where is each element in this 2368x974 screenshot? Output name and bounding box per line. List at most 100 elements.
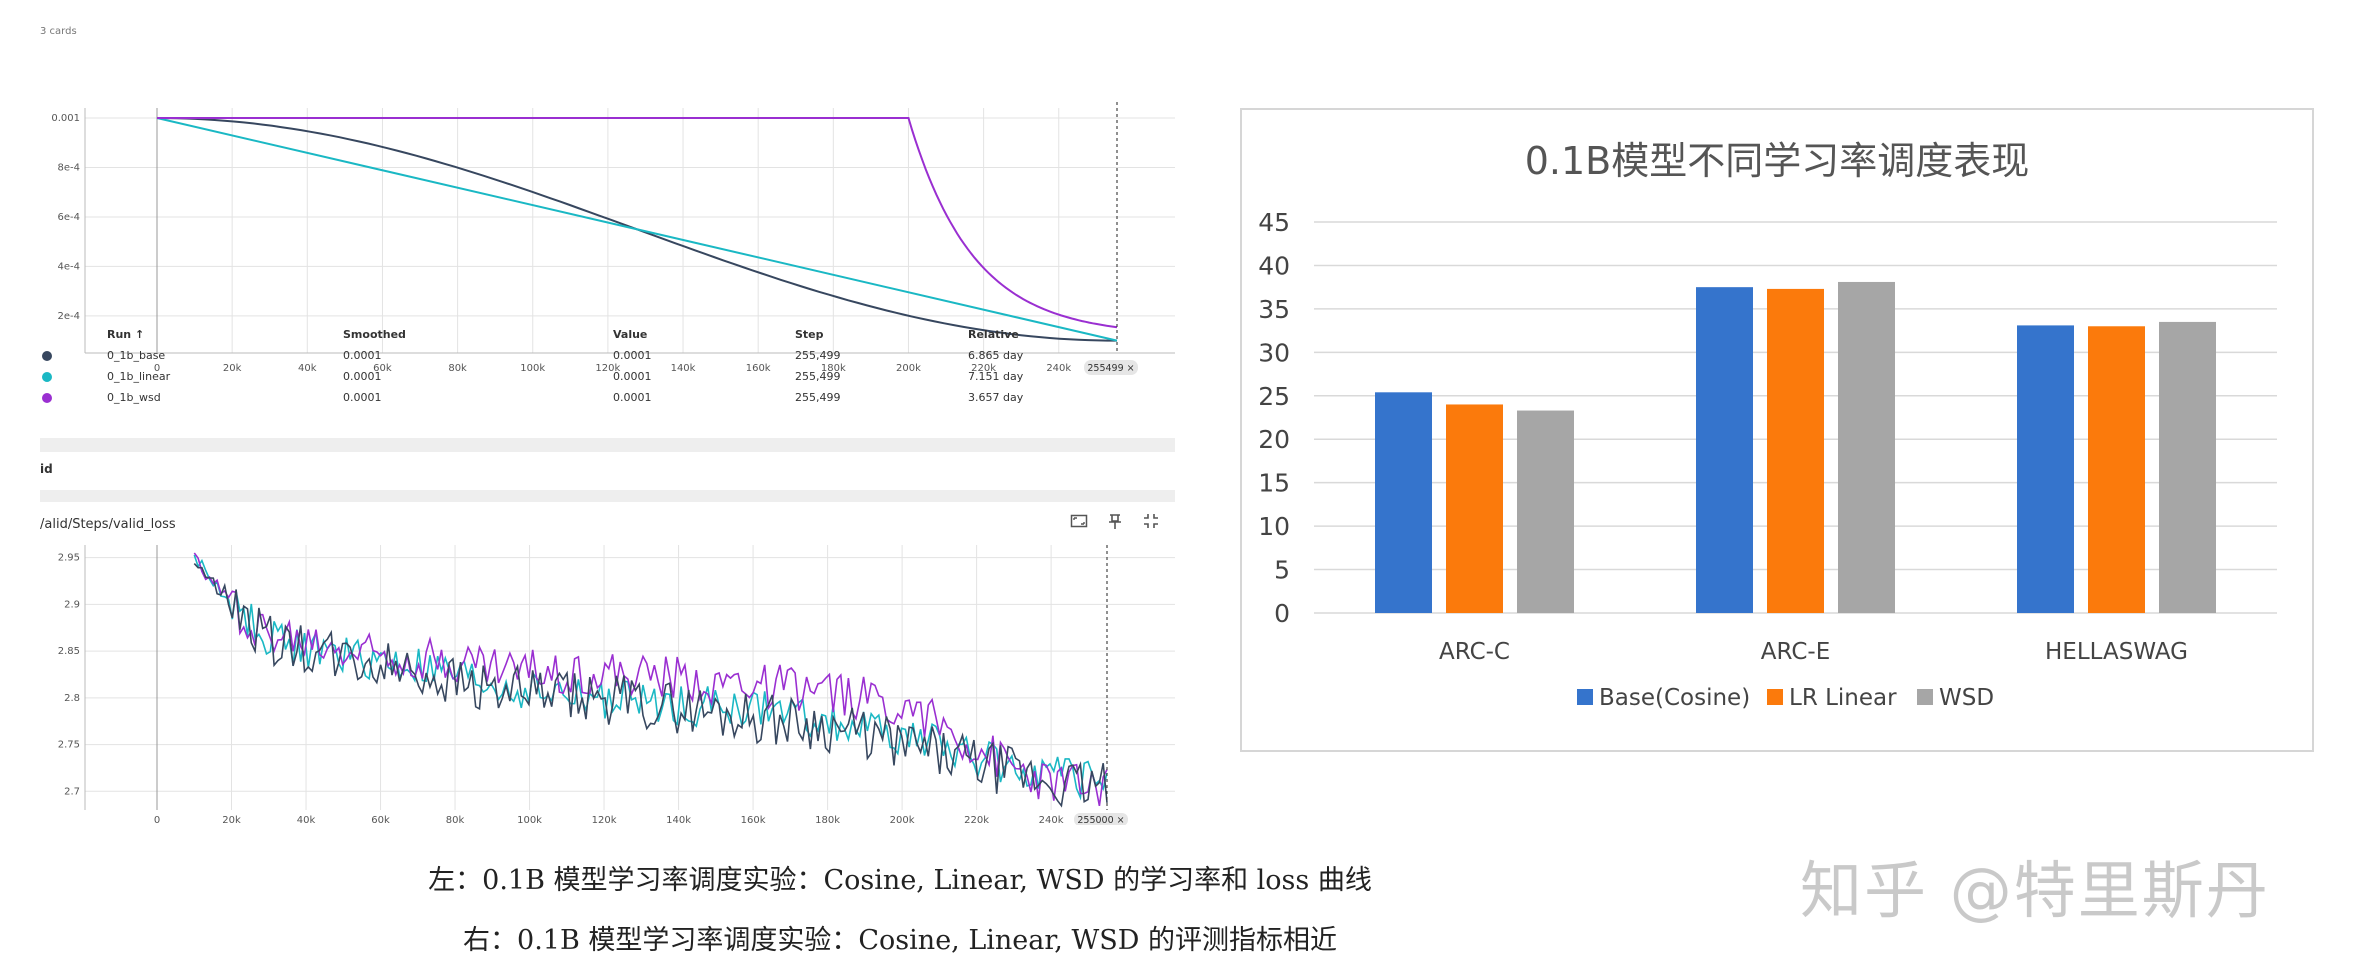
x-tick-label: 80k (446, 815, 465, 825)
pin-icon[interactable] (1104, 512, 1126, 534)
y-tick-label: 2.75 (58, 740, 80, 751)
lr-chart: 0 20k 40k 60k 80k 100k 120k 140k 160k 180k 200k 220… (51, 102, 1175, 375)
loss-panel-title: /alid/Steps/valid_loss (40, 517, 176, 532)
table-cell: 255,499 (795, 349, 841, 362)
cursor-label: 255000 × (1077, 815, 1124, 825)
x-tick-label: 20k (223, 363, 242, 374)
column-header: Smoothed (343, 328, 406, 341)
y-tick-label: 2.7 (64, 786, 80, 797)
y-tick-label: 4e-4 (58, 261, 81, 272)
legend-swatch (1767, 689, 1783, 705)
y-tick-label: 25 (1258, 382, 1290, 411)
table-cell: 0_1b_wsd (107, 391, 161, 404)
x-tick-label: 40k (297, 815, 316, 825)
y-tick-label: 8e-4 (58, 162, 81, 173)
bar-chart-title: 0.1B模型不同学习率调度表现 (1524, 139, 2030, 183)
x-tick-label: 220k (971, 363, 996, 374)
x-tick-label: 220k (964, 815, 989, 825)
x-tick-label: 80k (448, 363, 467, 374)
bar-ARC-C-Base(Cosine) (1375, 392, 1432, 613)
caption-left: 左：0.1B 模型学习率调度实验：Cosine, Linear, WSD 的学习… (428, 865, 1372, 896)
x-tick-label: 60k (371, 815, 390, 825)
series-line-0_1b_linear (156, 117, 1118, 342)
series-line-0_1b_linear (193, 554, 1108, 801)
x-tick-label: 0 (154, 815, 160, 825)
table-row[interactable]: 0_1b_base 0.0001 0.0001 255,499 6.865 day (40, 349, 1175, 367)
x-tick-label: 200k (890, 815, 915, 825)
section-header[interactable]: id (40, 462, 53, 476)
bar-ARC-C-LR Linear (1446, 404, 1503, 613)
column-header: Value (613, 328, 648, 341)
table-cell: 255,499 (795, 370, 841, 383)
x-tick-label: 180k (815, 815, 840, 825)
column-header[interactable]: Run ↑ (107, 328, 145, 341)
y-tick-label: 6e-4 (58, 212, 81, 223)
x-tick-label: 160k (741, 815, 766, 825)
y-tick-label: 45 (1258, 208, 1290, 237)
legend-label: LR Linear (1789, 685, 1897, 711)
x-tick-label: 240k (1039, 815, 1064, 825)
y-tick-label: 35 (1258, 295, 1290, 324)
bar-ARC-E-WSD (1838, 281, 1895, 613)
legend-label: WSD (1939, 685, 1994, 711)
series-line-0_1b_wsd (157, 117, 1118, 329)
bar-ARC-C-WSD (1517, 410, 1574, 613)
bar-ARC-E-LR Linear (1767, 288, 1824, 613)
column-header: Relative (968, 328, 1019, 341)
y-tick-label: 15 (1258, 469, 1290, 498)
watermark: 知乎 @特里斯丹 (1800, 854, 2270, 927)
table-cell: 0.0001 (613, 349, 652, 362)
x-tick-label: 200k (896, 363, 921, 374)
table-cell: 0.0001 (343, 370, 382, 383)
table-header: Run ↑ Smoothed Value Step Relative (40, 328, 1175, 346)
table-cell: 3.657 day (968, 391, 1024, 404)
legend-label: Base(Cosine) (1599, 685, 1750, 711)
y-tick-label: 5 (1274, 556, 1290, 585)
run-color-dot (42, 372, 52, 382)
y-tick-label: 2.8 (64, 693, 80, 704)
cursor-badge (1084, 360, 1138, 375)
legend-swatch (1917, 689, 1933, 705)
bar-HELLASWAG-LR Linear (2088, 326, 2145, 613)
y-tick-label: 2.95 (58, 553, 80, 564)
y-tick-label: 2e-4 (58, 311, 81, 322)
table-cell: 255,499 (795, 391, 841, 404)
card-count-label: 3 cards (40, 26, 77, 37)
category-label: ARC-E (1761, 639, 1830, 665)
run-color-dot (42, 351, 52, 361)
loss-chart: 0 20k 40k 60k 80k 100k 120k 140k 160k 180k 200k 220… (58, 545, 1175, 825)
bar-chart: 0 5 10 15 20 25 30 35 40 45 ARC-C ARC-E HELLASWAG Bas… (1258, 208, 2277, 711)
table-row[interactable]: 0_1b_wsd 0.0001 0.0001 255,499 3.657 day (40, 391, 1175, 409)
x-tick-label: 140k (671, 363, 696, 374)
table-cell: 7.151 day (968, 370, 1024, 383)
x-tick-label: 20k (222, 815, 241, 825)
cursor-label: 255499 × (1087, 363, 1134, 374)
table-row[interactable]: 0_1b_linear 0.0001 0.0001 255,499 7.151 day (40, 370, 1175, 388)
table-cell: 0_1b_base (107, 349, 166, 362)
y-tick-label: 2.85 (58, 646, 80, 657)
x-tick-label: 240k (1046, 363, 1071, 374)
y-tick-label: 0 (1274, 599, 1290, 628)
x-tick-label: 100k (517, 815, 542, 825)
caption-right: 右：0.1B 模型学习率调度实验：Cosine, Linear, WSD 的评测… (463, 925, 1337, 956)
bar-HELLASWAG-WSD (2159, 321, 2216, 613)
y-tick-label: 0.001 (51, 113, 80, 124)
run-color-dot (42, 393, 52, 403)
series-line-0_1b_base (193, 563, 1108, 808)
fit-domain-icon[interactable] (1140, 512, 1162, 534)
x-tick-label: 120k (595, 363, 620, 374)
y-tick-label: 2.9 (64, 599, 80, 610)
y-tick-label: 20 (1258, 425, 1290, 454)
cursor-badge (1074, 813, 1128, 825)
legend-swatch (1577, 689, 1593, 705)
column-header: Step (795, 328, 824, 341)
bar-ARC-E-Base(Cosine) (1696, 287, 1753, 613)
table-cell: 0_1b_linear (107, 370, 171, 383)
section-divider (40, 490, 1175, 502)
x-tick-label: 40k (298, 363, 317, 374)
fullscreen-icon[interactable] (1068, 512, 1090, 534)
x-tick-label: 180k (821, 363, 846, 374)
x-tick-label: 140k (666, 815, 691, 825)
x-tick-label: 100k (520, 363, 545, 374)
table-cell: 6.865 day (968, 349, 1024, 362)
